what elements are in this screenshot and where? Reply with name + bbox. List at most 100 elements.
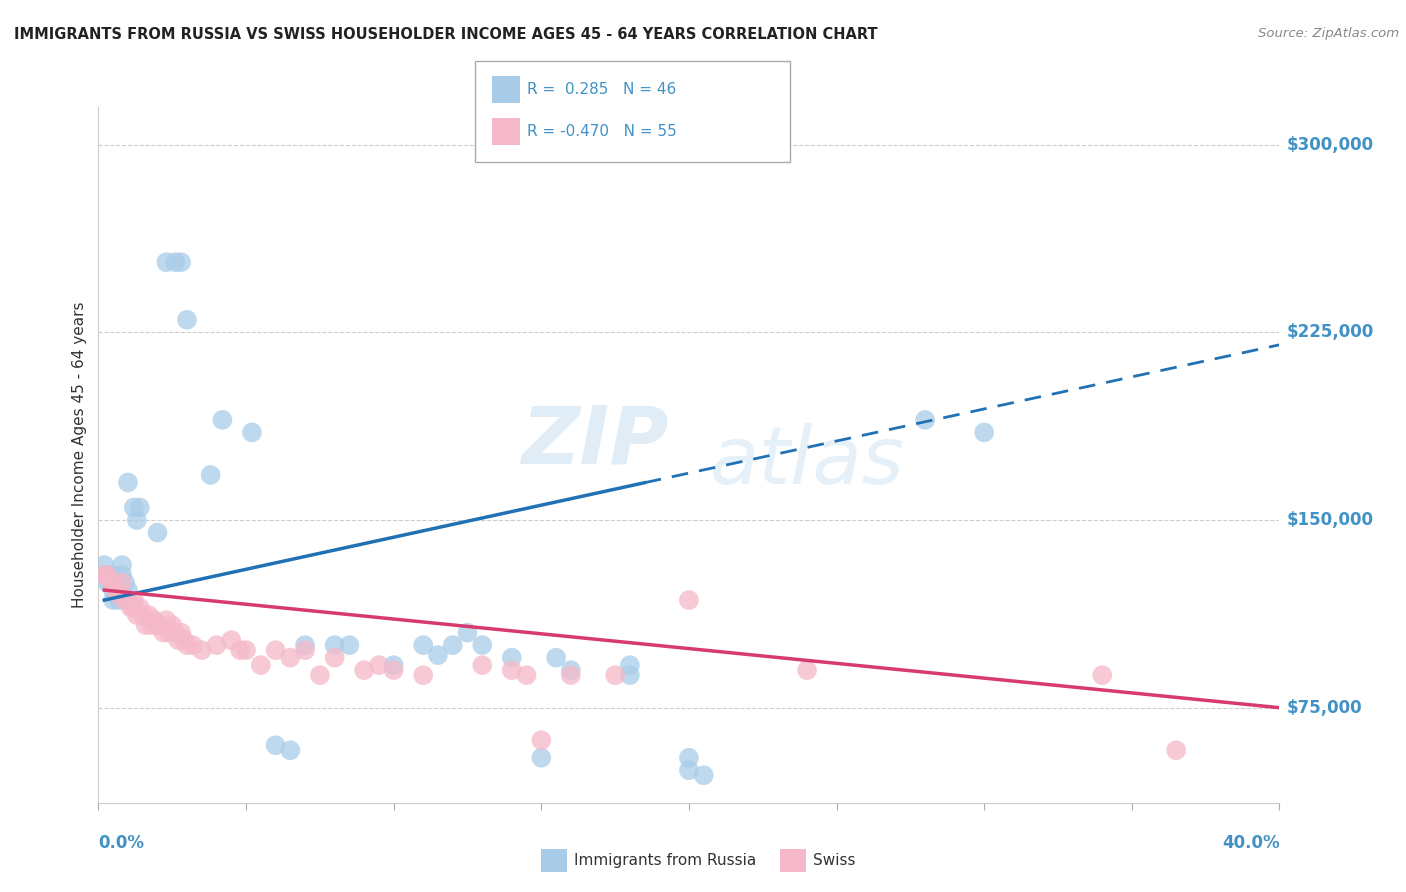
Point	[114, 593, 136, 607]
Point	[544, 650, 567, 665]
Point	[264, 738, 287, 752]
Point	[108, 593, 131, 607]
Point	[105, 583, 128, 598]
Point	[155, 613, 177, 627]
Point	[219, 633, 242, 648]
Point	[323, 638, 346, 652]
Point	[229, 643, 252, 657]
Point	[170, 625, 193, 640]
Point	[125, 608, 148, 623]
Point	[157, 625, 180, 640]
Point	[105, 588, 128, 602]
Point	[128, 500, 150, 515]
Point	[456, 625, 478, 640]
Text: IMMIGRANTS FROM RUSSIA VS SWISS HOUSEHOLDER INCOME AGES 45 - 64 YEARS CORRELATIO: IMMIGRANTS FROM RUSSIA VS SWISS HOUSEHOL…	[14, 27, 877, 42]
Point	[128, 600, 150, 615]
Point	[96, 575, 118, 590]
Point	[471, 658, 494, 673]
Point	[693, 768, 716, 782]
Text: 40.0%: 40.0%	[1222, 834, 1279, 852]
Text: $300,000: $300,000	[1286, 136, 1374, 153]
Point	[165, 255, 187, 269]
Point	[117, 593, 139, 607]
Point	[278, 650, 302, 665]
Point	[619, 668, 641, 682]
Point	[96, 568, 118, 582]
Point	[93, 558, 115, 572]
Text: $75,000: $75,000	[1286, 698, 1362, 716]
Text: 0.0%: 0.0%	[98, 834, 145, 852]
Point	[152, 625, 174, 640]
Point	[200, 467, 222, 482]
Point	[96, 568, 118, 582]
Point	[294, 643, 316, 657]
Point	[309, 668, 332, 682]
Point	[176, 638, 198, 652]
Point	[796, 663, 818, 677]
Point	[108, 588, 131, 602]
Point	[114, 575, 136, 590]
Point	[111, 575, 134, 590]
Point	[678, 764, 700, 778]
Point	[122, 593, 145, 607]
Point	[117, 583, 139, 598]
Point	[191, 643, 214, 657]
Point	[122, 600, 145, 615]
Text: atlas: atlas	[710, 423, 904, 501]
Point	[111, 568, 134, 582]
Point	[111, 558, 134, 572]
Point	[250, 658, 273, 673]
Point	[337, 638, 360, 652]
Point	[135, 618, 157, 632]
Point	[165, 625, 187, 640]
Text: R =  0.285   N = 46: R = 0.285 N = 46	[527, 82, 676, 96]
Point	[181, 638, 204, 652]
Point	[167, 633, 190, 648]
Text: $225,000: $225,000	[1286, 323, 1374, 342]
Point	[146, 618, 169, 632]
Point	[560, 663, 582, 677]
Point	[155, 255, 177, 269]
Point	[235, 643, 257, 657]
Point	[368, 658, 391, 673]
Point	[122, 500, 145, 515]
Point	[103, 593, 125, 607]
Point	[353, 663, 375, 677]
Point	[98, 573, 121, 587]
Point	[973, 425, 995, 440]
Point	[93, 568, 115, 582]
Point	[98, 568, 121, 582]
Point	[560, 668, 582, 682]
Point	[382, 663, 405, 677]
Point	[103, 575, 125, 590]
Point	[93, 568, 115, 582]
Text: Immigrants from Russia: Immigrants from Russia	[574, 854, 756, 868]
Point	[412, 638, 434, 652]
Point	[323, 650, 346, 665]
Text: Source: ZipAtlas.com: Source: ZipAtlas.com	[1258, 27, 1399, 40]
Point	[149, 618, 172, 632]
Point	[501, 650, 523, 665]
Point	[530, 750, 553, 764]
Point	[103, 583, 125, 598]
Point	[264, 643, 287, 657]
Point	[515, 668, 537, 682]
Point	[619, 658, 641, 673]
Point	[530, 733, 553, 747]
Point	[240, 425, 263, 440]
Point	[678, 593, 700, 607]
Point	[605, 668, 627, 682]
Point	[211, 413, 233, 427]
Point	[176, 312, 198, 326]
Point	[132, 608, 155, 623]
Point	[294, 638, 316, 652]
Point	[162, 618, 183, 632]
Text: ZIP: ZIP	[520, 402, 668, 480]
Point	[143, 613, 166, 627]
Point	[170, 255, 193, 269]
Y-axis label: Householder Income Ages 45 - 64 years: Householder Income Ages 45 - 64 years	[72, 301, 87, 608]
Point	[412, 668, 434, 682]
Point	[471, 638, 494, 652]
Point	[1091, 668, 1114, 682]
Point	[205, 638, 228, 652]
